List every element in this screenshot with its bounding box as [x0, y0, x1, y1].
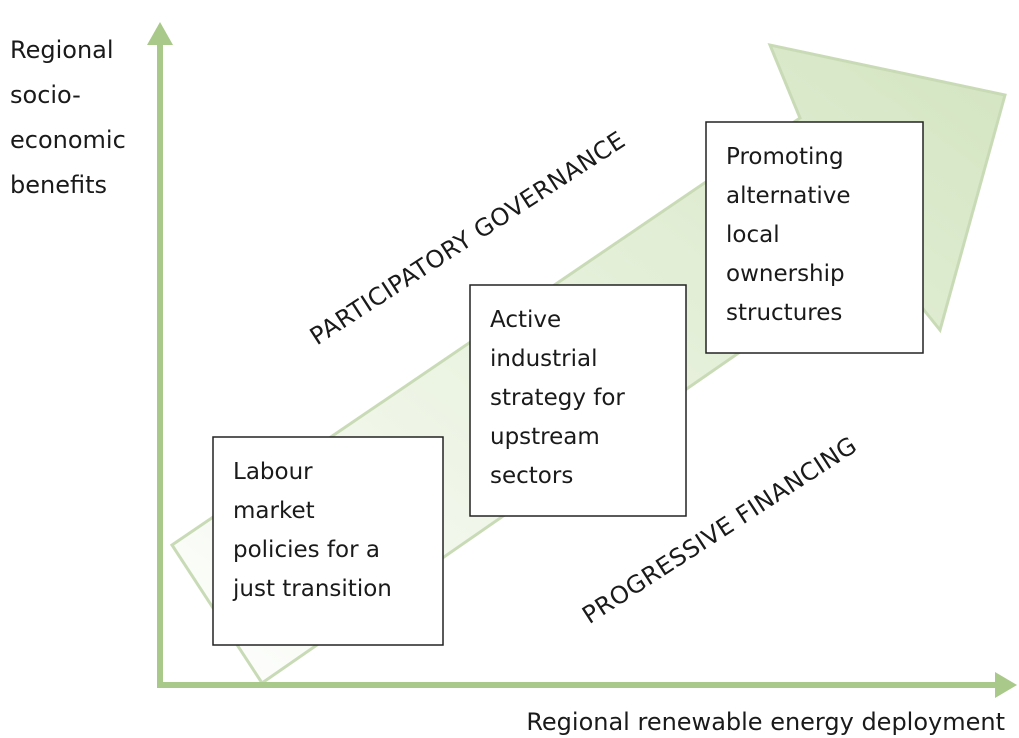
text-box: Labour market policies for a just transitio… — [212, 436, 444, 646]
box-line: local — [726, 222, 780, 248]
box-line: Labour — [233, 459, 313, 485]
box-line: upstream — [490, 424, 600, 450]
boxes: Labour market policies for a just transitio… — [212, 121, 924, 646]
x-axis-label: Regional renewable energy deployment — [526, 708, 1005, 736]
box-line: sectors — [490, 463, 573, 489]
box-line: ownership — [726, 261, 845, 287]
box-line: structures — [726, 300, 842, 326]
text-box: Promoting alternative local ownership struct… — [705, 121, 924, 354]
box-frame — [212, 436, 444, 646]
box-frame — [469, 284, 687, 517]
y-axis — [147, 22, 173, 688]
y-axis-label: Regional socio-economic benefits — [10, 36, 126, 199]
box-line: strategy for — [490, 385, 625, 411]
box-frame — [705, 121, 924, 354]
y-axis-label-line: economic — [10, 126, 126, 154]
box-line: market — [233, 498, 315, 524]
y-axis-label-line: benefits — [10, 171, 107, 199]
box-line: policies for a — [233, 537, 380, 563]
box-line: Active — [490, 307, 561, 333]
box-line: just transition — [232, 576, 392, 602]
text-box: Active industrial strategy for upstream sect… — [469, 284, 687, 517]
x-axis — [157, 672, 1017, 698]
box-line: alternative — [726, 183, 851, 209]
y-axis-label-line: socio- — [10, 81, 81, 109]
y-axis-label-line: Regional — [10, 36, 114, 64]
box-line: industrial — [490, 346, 597, 372]
box-line: Promoting — [726, 144, 844, 170]
